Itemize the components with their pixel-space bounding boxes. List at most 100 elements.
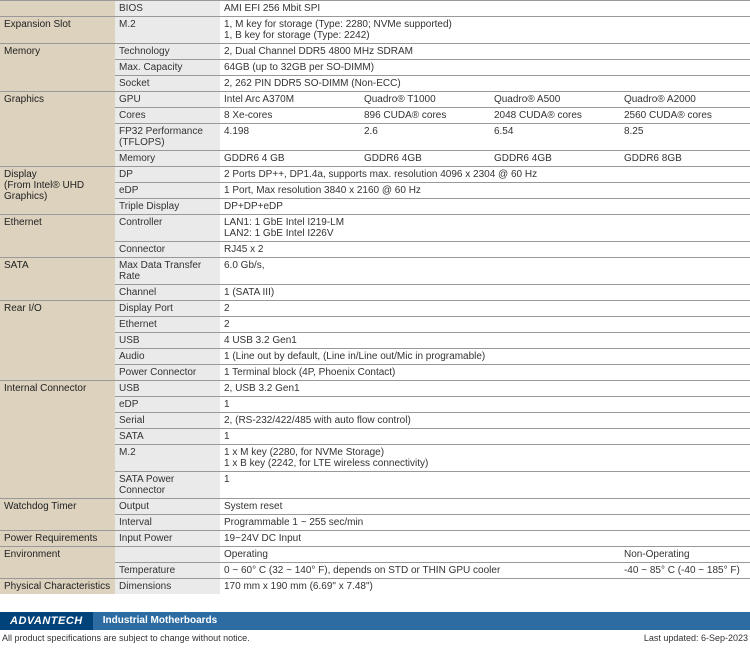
subcategory-cell: FP32 Performance (TFLOPS) bbox=[115, 124, 220, 151]
footer-date: Last updated: 6-Sep-2023 bbox=[644, 633, 748, 643]
value-cell: 19~24V DC Input bbox=[220, 531, 750, 547]
footer-disclaimer: All product specifications are subject t… bbox=[2, 633, 250, 643]
subcategory-cell: eDP bbox=[115, 397, 220, 413]
subcategory-cell: eDP bbox=[115, 183, 220, 199]
value-cell: Non-Operating bbox=[620, 547, 750, 563]
category-cell: Rear I/O bbox=[0, 301, 115, 381]
value-cell: 1 (SATA III) bbox=[220, 285, 750, 301]
value-cell: RJ45 x 2 bbox=[220, 242, 750, 258]
subcategory-cell: USB bbox=[115, 333, 220, 349]
value-cell: 1 x M key (2280, for NVMe Storage)1 x B … bbox=[220, 445, 750, 472]
value-cell: Quadro® A500 bbox=[490, 92, 620, 108]
value-cell: 4 USB 3.2 Gen1 bbox=[220, 333, 750, 349]
value-cell: 1 bbox=[220, 397, 750, 413]
value-cell: Operating bbox=[220, 547, 360, 563]
category-cell: Physical Characteristics bbox=[0, 579, 115, 595]
value-cell: 2 bbox=[220, 301, 750, 317]
value-cell: 64GB (up to 32GB per SO-DIMM) bbox=[220, 60, 750, 76]
value-cell: 2 bbox=[220, 317, 750, 333]
value-cell: 0 ~ 60° C (32 ~ 140° F), depends on STD … bbox=[220, 563, 620, 579]
category-cell: Environment bbox=[0, 547, 115, 579]
value-cell: 8 Xe-cores bbox=[220, 108, 360, 124]
subcategory-cell: Connector bbox=[115, 242, 220, 258]
value-cell: 4.198 bbox=[220, 124, 360, 151]
subcategory-cell: SATA bbox=[115, 429, 220, 445]
value-cell: 1 Terminal block (4P, Phoenix Contact) bbox=[220, 365, 750, 381]
subcategory-cell: Audio bbox=[115, 349, 220, 365]
value-cell bbox=[360, 547, 490, 563]
category-cell: Display(From Intel® UHD Graphics) bbox=[0, 167, 115, 215]
value-cell: Quadro® A2000 bbox=[620, 92, 750, 108]
value-cell: 170 mm x 190 mm (6.69" x 7.48") bbox=[220, 579, 750, 595]
subcategory-cell: Input Power bbox=[115, 531, 220, 547]
value-cell: Intel Arc A370M bbox=[220, 92, 360, 108]
footer-bar: ADVANTECH Industrial Motherboards bbox=[0, 612, 750, 630]
subcategory-cell: Technology bbox=[115, 44, 220, 60]
value-cell: -40 ~ 85° C (-40 ~ 185° F) bbox=[620, 563, 750, 579]
value-cell: 2, (RS-232/422/485 with auto flow contro… bbox=[220, 413, 750, 429]
value-cell: Quadro® T1000 bbox=[360, 92, 490, 108]
value-cell: 1 Port, Max resolution 3840 x 2160 @ 60 … bbox=[220, 183, 750, 199]
footer-title: Industrial Motherboards bbox=[93, 612, 750, 630]
value-cell: 2048 CUDA® cores bbox=[490, 108, 620, 124]
subcategory-cell: Display Port bbox=[115, 301, 220, 317]
category-cell: Ethernet bbox=[0, 215, 115, 258]
category-cell: Internal Connector bbox=[0, 381, 115, 499]
value-cell: LAN1: 1 GbE Intel I219-LMLAN2: 1 GbE Int… bbox=[220, 215, 750, 242]
value-cell: 2.6 bbox=[360, 124, 490, 151]
subcategory-cell: Socket bbox=[115, 76, 220, 92]
category-cell: Watchdog Timer bbox=[0, 499, 115, 531]
category-cell: SATA bbox=[0, 258, 115, 301]
value-cell: GDDR6 4GB bbox=[360, 151, 490, 167]
subcategory-cell: BIOS bbox=[115, 1, 220, 17]
subcategory-cell: Memory bbox=[115, 151, 220, 167]
footer-text: All product specifications are subject t… bbox=[0, 630, 750, 651]
value-cell: 2 Ports DP++, DP1.4a, supports max. reso… bbox=[220, 167, 750, 183]
value-cell: GDDR6 4 GB bbox=[220, 151, 360, 167]
value-cell: 1, M key for storage (Type: 2280; NVMe s… bbox=[220, 17, 750, 44]
value-cell: 2560 CUDA® cores bbox=[620, 108, 750, 124]
value-cell bbox=[490, 547, 620, 563]
subcategory-cell: Serial bbox=[115, 413, 220, 429]
subcategory-cell: DP bbox=[115, 167, 220, 183]
subcategory-cell: Dimensions bbox=[115, 579, 220, 595]
category-cell: Graphics bbox=[0, 92, 115, 167]
value-cell: DP+DP+eDP bbox=[220, 199, 750, 215]
value-cell: 2, USB 3.2 Gen1 bbox=[220, 381, 750, 397]
value-cell: AMI EFI 256 Mbit SPI bbox=[220, 1, 750, 17]
value-cell: 1 bbox=[220, 429, 750, 445]
subcategory-cell bbox=[115, 547, 220, 563]
subcategory-cell: M.2 bbox=[115, 445, 220, 472]
subcategory-cell: USB bbox=[115, 381, 220, 397]
spec-table: BIOSAMI EFI 256 Mbit SPIExpansion SlotM.… bbox=[0, 0, 750, 594]
subcategory-cell: Power Connector bbox=[115, 365, 220, 381]
subcategory-cell: Max Data Transfer Rate bbox=[115, 258, 220, 285]
category-cell: Memory bbox=[0, 44, 115, 92]
subcategory-cell: Interval bbox=[115, 515, 220, 531]
subcategory-cell: Max. Capacity bbox=[115, 60, 220, 76]
subcategory-cell: SATA Power Connector bbox=[115, 472, 220, 499]
value-cell: GDDR6 4GB bbox=[490, 151, 620, 167]
value-cell: 896 CUDA® cores bbox=[360, 108, 490, 124]
subcategory-cell: Controller bbox=[115, 215, 220, 242]
value-cell: 6.0 Gb/s, bbox=[220, 258, 750, 285]
category-cell: Expansion Slot bbox=[0, 17, 115, 44]
value-cell: 2, Dual Channel DDR5 4800 MHz SDRAM bbox=[220, 44, 750, 60]
value-cell: 2, 262 PIN DDR5 SO-DIMM (Non-ECC) bbox=[220, 76, 750, 92]
subcategory-cell: Ethernet bbox=[115, 317, 220, 333]
value-cell: 8.25 bbox=[620, 124, 750, 151]
subcategory-cell: Channel bbox=[115, 285, 220, 301]
value-cell: 6.54 bbox=[490, 124, 620, 151]
subcategory-cell: M.2 bbox=[115, 17, 220, 44]
category-cell bbox=[0, 1, 115, 17]
value-cell: GDDR6 8GB bbox=[620, 151, 750, 167]
subcategory-cell: Temperature bbox=[115, 563, 220, 579]
value-cell: Programmable 1 ~ 255 sec/min bbox=[220, 515, 750, 531]
value-cell: System reset bbox=[220, 499, 750, 515]
value-cell: 1 (Line out by default, (Line in/Line ou… bbox=[220, 349, 750, 365]
subcategory-cell: Cores bbox=[115, 108, 220, 124]
subcategory-cell: GPU bbox=[115, 92, 220, 108]
category-cell: Power Requirements bbox=[0, 531, 115, 547]
brand-logo: ADVANTECH bbox=[0, 612, 93, 630]
subcategory-cell: Triple Display bbox=[115, 199, 220, 215]
